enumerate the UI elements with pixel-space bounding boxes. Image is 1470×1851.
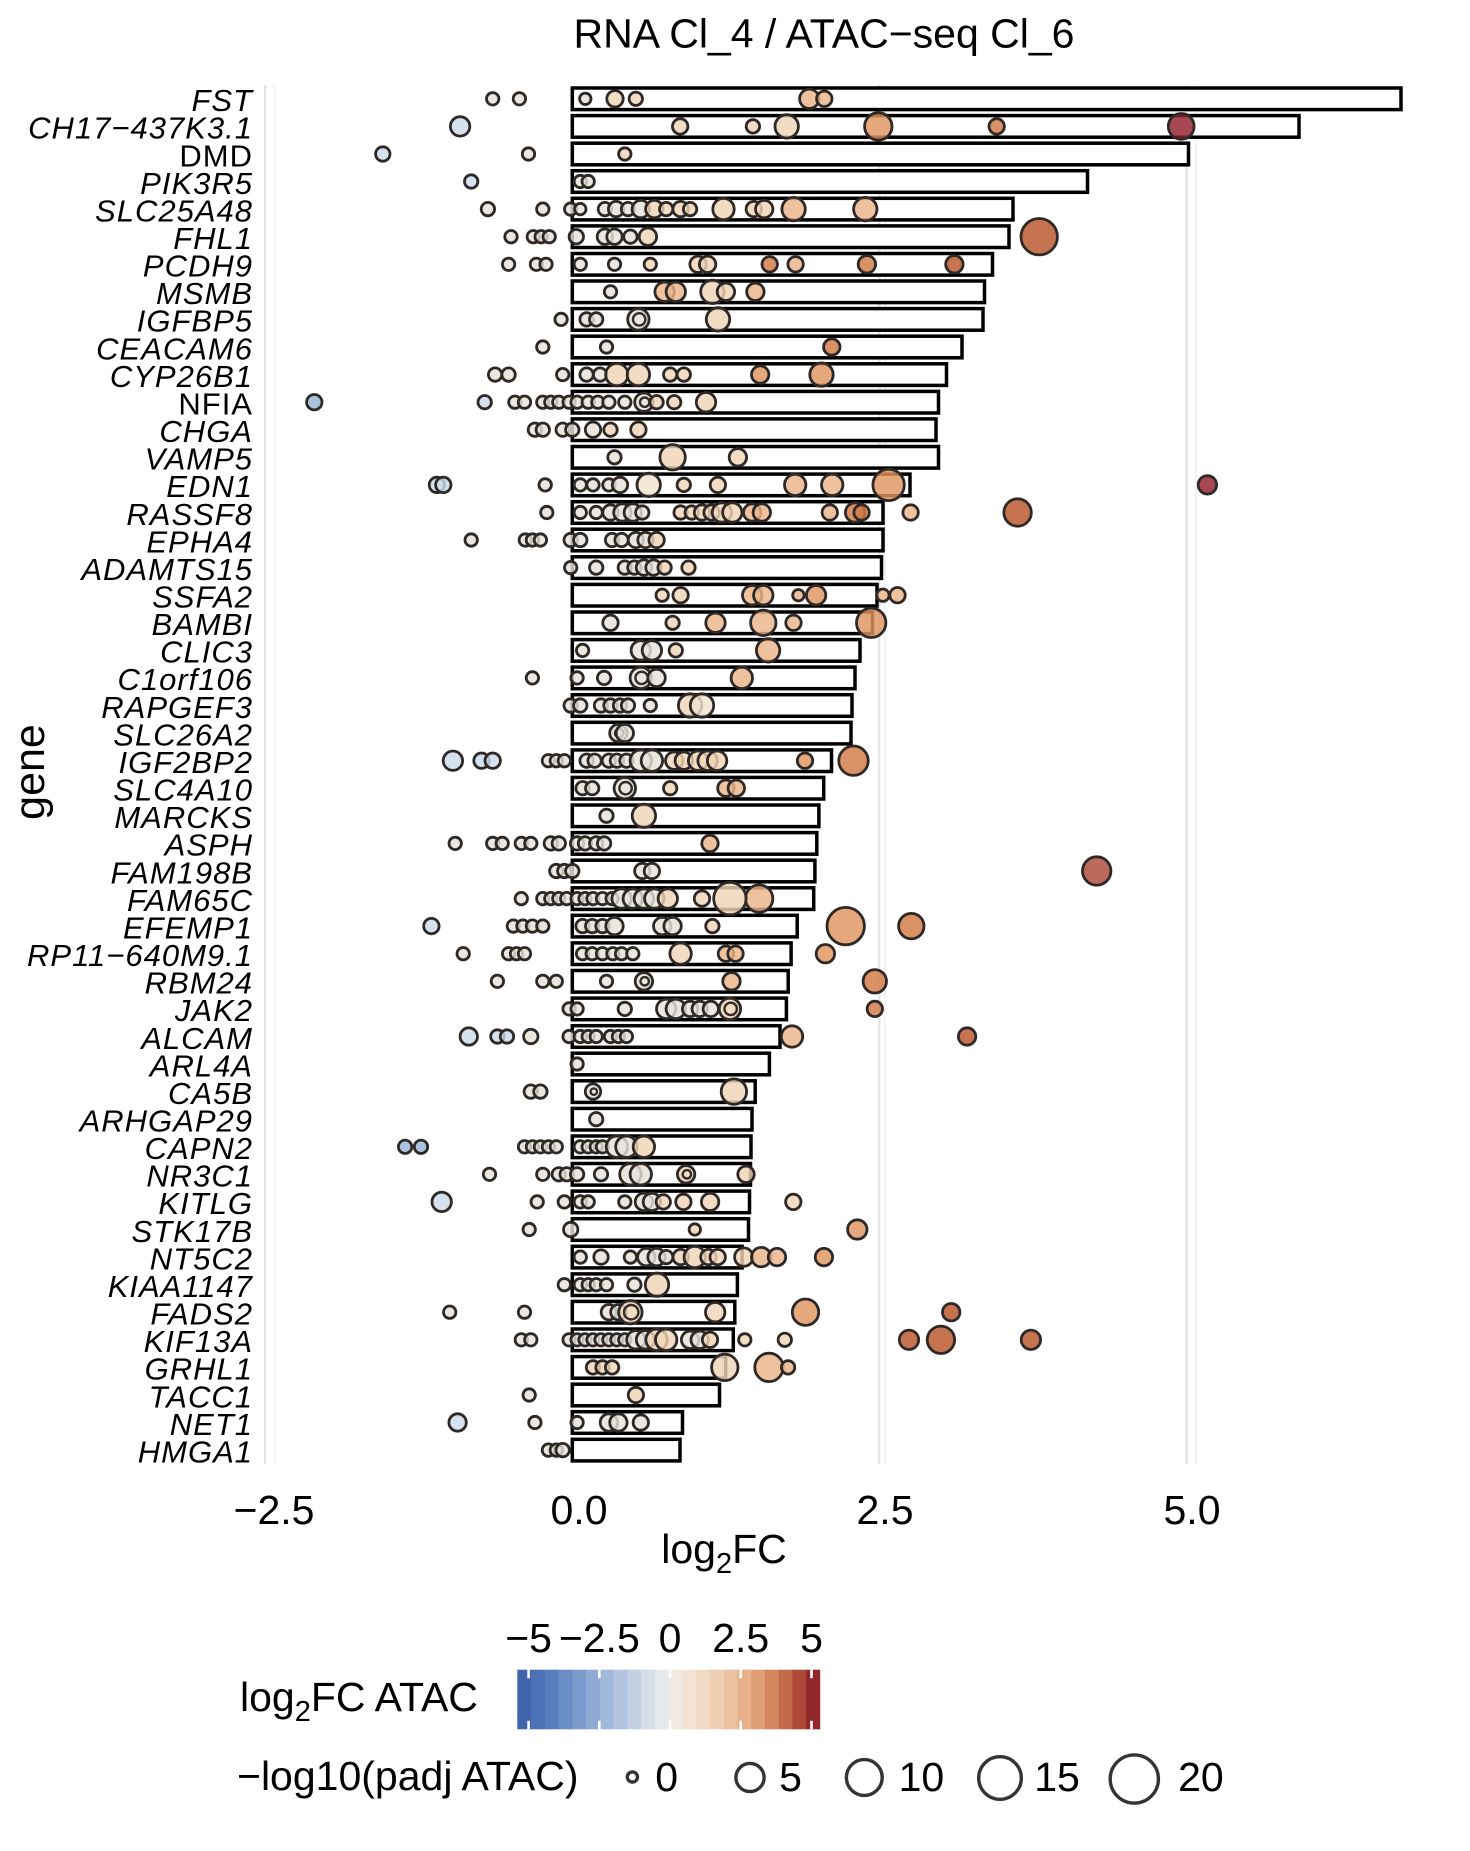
svg-text:CH17−437K3.1: CH17−437K3.1 <box>28 111 253 146</box>
svg-text:MSMB: MSMB <box>156 276 253 311</box>
svg-text:−5: −5 <box>505 1615 552 1661</box>
svg-text:C1orf106: C1orf106 <box>117 662 253 697</box>
svg-text:gene: gene <box>6 724 54 820</box>
svg-text:STK17B: STK17B <box>132 1214 253 1249</box>
svg-text:KIAA1147: KIAA1147 <box>108 1269 254 1304</box>
svg-text:−2.5: −2.5 <box>559 1615 640 1661</box>
svg-text:PCDH9: PCDH9 <box>143 249 253 284</box>
svg-text:ALCAM: ALCAM <box>139 1021 253 1056</box>
svg-text:2.5: 2.5 <box>857 1487 914 1533</box>
svg-text:ASPH: ASPH <box>163 828 253 863</box>
svg-text:SLC26A2: SLC26A2 <box>113 717 253 752</box>
svg-text:−2.5: −2.5 <box>234 1487 315 1533</box>
svg-text:FAM65C: FAM65C <box>127 883 253 918</box>
svg-text:NET1: NET1 <box>170 1407 253 1442</box>
svg-text:−log10(padj ATAC): −log10(padj ATAC) <box>237 1753 578 1799</box>
svg-text:RBM24: RBM24 <box>145 966 253 1001</box>
svg-text:IGFBP5: IGFBP5 <box>137 304 253 339</box>
svg-text:SLC25A48: SLC25A48 <box>95 193 253 228</box>
svg-text:CAPN2: CAPN2 <box>145 1131 253 1166</box>
svg-text:5: 5 <box>779 1754 802 1800</box>
svg-text:CEACAM6: CEACAM6 <box>96 331 253 366</box>
svg-text:FHL1: FHL1 <box>173 221 253 256</box>
svg-text:JAK2: JAK2 <box>174 993 253 1028</box>
svg-text:0.0: 0.0 <box>551 1487 608 1533</box>
svg-text:log2FC: log2FC <box>661 1526 787 1580</box>
svg-text:KITLG: KITLG <box>158 1186 253 1221</box>
svg-text:EDN1: EDN1 <box>166 469 253 504</box>
svg-text:DMD: DMD <box>179 138 253 173</box>
svg-text:CHGA: CHGA <box>159 414 253 449</box>
svg-text:FAM198B: FAM198B <box>110 855 253 890</box>
svg-text:20: 20 <box>1178 1754 1224 1800</box>
svg-text:TACC1: TACC1 <box>149 1379 253 1414</box>
svg-text:NFIA: NFIA <box>178 387 253 422</box>
svg-text:10: 10 <box>899 1754 945 1800</box>
svg-text:RNA Cl_4 / ATAC−seq Cl_6: RNA Cl_4 / ATAC−seq Cl_6 <box>574 11 1075 57</box>
svg-text:ARL4A: ARL4A <box>148 1048 253 1083</box>
svg-text:15: 15 <box>1034 1754 1080 1800</box>
svg-text:log2FC ATAC: log2FC ATAC <box>240 1674 478 1728</box>
svg-text:IGF2BP2: IGF2BP2 <box>119 745 254 780</box>
svg-text:SSFA2: SSFA2 <box>152 580 253 615</box>
svg-text:CYP26B1: CYP26B1 <box>110 359 253 394</box>
svg-text:MARCKS: MARCKS <box>114 800 253 835</box>
svg-text:GRHL1: GRHL1 <box>145 1352 253 1387</box>
svg-text:0: 0 <box>655 1754 678 1800</box>
svg-text:2.5: 2.5 <box>712 1615 769 1661</box>
svg-text:SLC4A10: SLC4A10 <box>113 773 253 808</box>
svg-text:ARHGAP29: ARHGAP29 <box>78 1104 253 1139</box>
svg-text:BAMBI: BAMBI <box>152 607 253 642</box>
svg-text:5: 5 <box>800 1615 823 1661</box>
svg-text:0: 0 <box>659 1615 682 1661</box>
svg-text:FADS2: FADS2 <box>150 1297 253 1332</box>
svg-text:VAMP5: VAMP5 <box>145 442 253 477</box>
svg-text:NT5C2: NT5C2 <box>150 1241 253 1276</box>
svg-text:ADAMTS15: ADAMTS15 <box>79 552 253 587</box>
svg-text:EPHA4: EPHA4 <box>146 524 253 559</box>
svg-text:NR3C1: NR3C1 <box>146 1159 253 1194</box>
svg-text:RAPGEF3: RAPGEF3 <box>101 690 253 725</box>
svg-text:RASSF8: RASSF8 <box>126 497 253 532</box>
svg-text:RP11−640M9.1: RP11−640M9.1 <box>27 938 253 973</box>
svg-text:CLIC3: CLIC3 <box>160 635 253 670</box>
svg-text:FST: FST <box>191 83 254 118</box>
svg-text:EFEMP1: EFEMP1 <box>123 910 253 945</box>
svg-text:HMGA1: HMGA1 <box>138 1434 253 1469</box>
svg-text:5.0: 5.0 <box>1164 1487 1221 1533</box>
svg-text:CA5B: CA5B <box>168 1076 253 1111</box>
svg-text:KIF13A: KIF13A <box>144 1324 253 1359</box>
svg-text:PIK3R5: PIK3R5 <box>140 166 253 201</box>
